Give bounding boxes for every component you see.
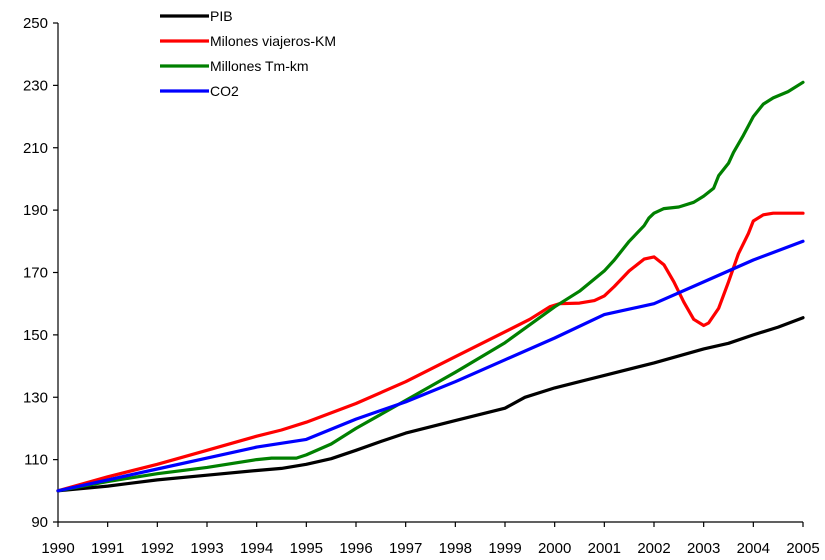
axes [57, 23, 803, 523]
series-line-3 [56, 80, 805, 493]
legend-label: CO2 [210, 83, 239, 99]
series-line-2 [56, 211, 805, 493]
x-tick-label: 2002 [637, 540, 670, 557]
x-tick-label: 1995 [290, 540, 323, 557]
x-tick-label: 1991 [91, 540, 124, 557]
x-tick-label: 1992 [141, 540, 174, 557]
x-tick-label: 1994 [240, 540, 273, 557]
x-tick-label: 2000 [538, 540, 571, 557]
legend-label: PIB [210, 8, 233, 24]
legend-label: Millones Tm-km [210, 58, 309, 74]
legend: PIB Milones viajeros-KM Millones Tm-km CO2 [160, 8, 336, 99]
series-line-4 [56, 239, 805, 493]
series-lines [56, 80, 805, 493]
y-tick-label: 230 [23, 77, 48, 94]
x-tick-label: 2001 [588, 540, 621, 557]
x-tick-label: 1993 [190, 540, 223, 557]
y-tick-label: 150 [23, 327, 48, 344]
y-tick-label: 170 [23, 265, 48, 282]
y-tick-label: 110 [24, 452, 48, 469]
y-tick-label: 190 [23, 202, 48, 219]
x-tick-label: 1999 [488, 540, 521, 557]
x-axis-ticks: 1990 1991 1992 1993 1994 1995 1996 1997 1998 1999… [41, 522, 820, 557]
series-line-1 [56, 316, 805, 493]
y-tick-label: 90 [31, 514, 48, 531]
x-tick-label: 1997 [389, 540, 422, 557]
x-tick-label: 2004 [737, 540, 770, 557]
x-tick-label: 1996 [339, 540, 372, 557]
x-tick-label: 2005 [786, 540, 819, 557]
x-tick-label: 1998 [439, 540, 472, 557]
y-tick-label: 210 [23, 140, 48, 157]
legend-label: Milones viajeros-KM [210, 33, 336, 49]
y-axis-ticks: 90 110 130 150 170 190 210 230 250 [23, 15, 58, 531]
x-tick-label: 2003 [687, 540, 720, 557]
y-tick-label: 130 [23, 389, 48, 406]
x-tick-label: 1990 [41, 540, 74, 557]
y-tick-label: 250 [23, 15, 48, 32]
